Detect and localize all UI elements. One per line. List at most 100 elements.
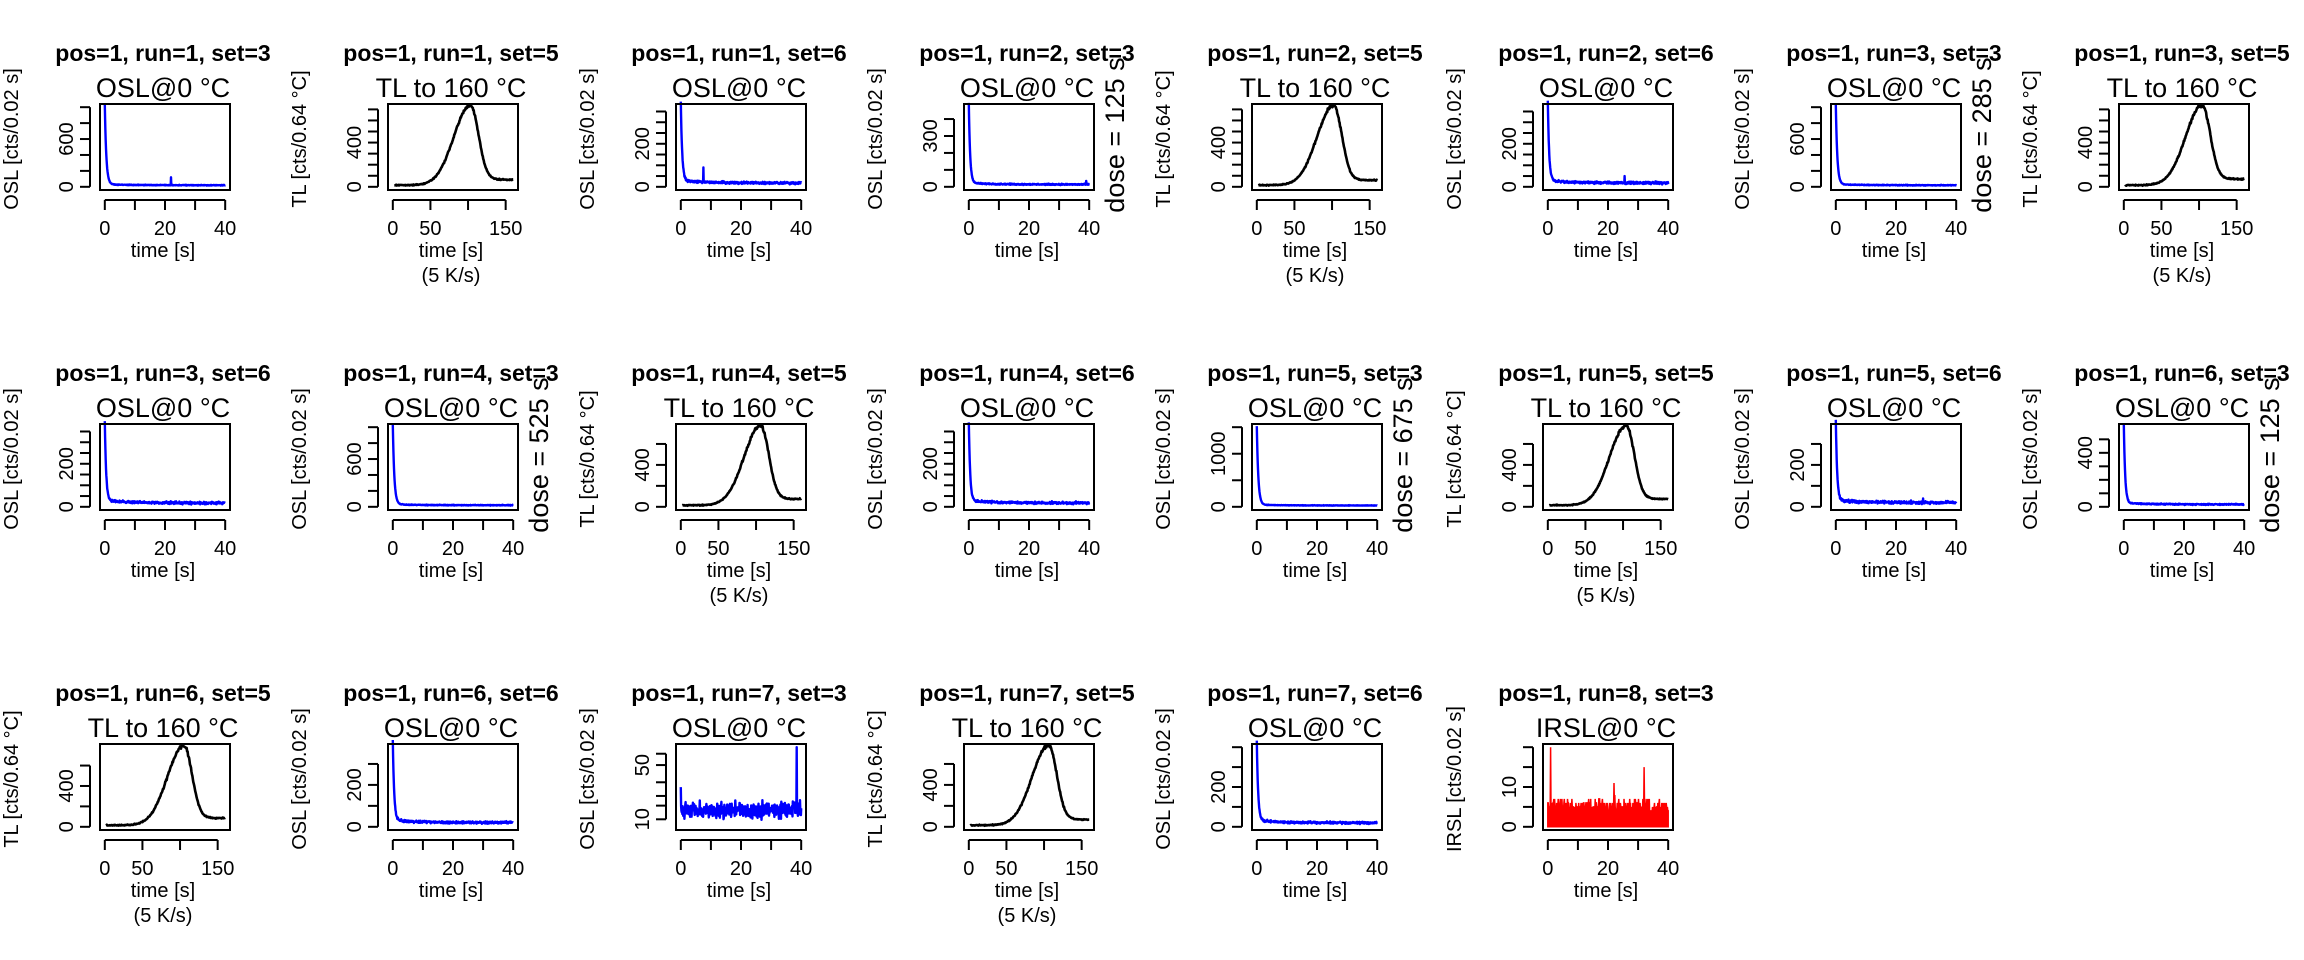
panel-title: pos=1, run=3, set=5 bbox=[2074, 40, 2290, 66]
panel-title: pos=1, run=5, set=6 bbox=[1786, 360, 2001, 386]
y-axis-label: TL [cts/0.64 °C] bbox=[1, 710, 23, 847]
x-tick-label: 50 bbox=[1283, 218, 1305, 240]
x-tick-label: 20 bbox=[1885, 538, 1907, 560]
x-tick-label: 20 bbox=[2173, 538, 2195, 560]
panel: pos=1, run=1, set=6 OSL@0 °C 0 200 0 20 40 time… bbox=[577, 40, 847, 262]
x-tick-label: 0 bbox=[1542, 538, 1553, 560]
x-axis-label: time [s] bbox=[419, 560, 483, 582]
panel: pos=1, run=4, set=5 TL to 160 °C 0 400 0 50 15… bbox=[577, 360, 847, 607]
y-axis-label: TL [cts/0.64 °C] bbox=[1444, 390, 1466, 527]
x-tick-label: 150 bbox=[1644, 538, 1677, 560]
plot-frame bbox=[387, 103, 519, 191]
panel: pos=1, run=2, set=3 OSL@0 °C 0 300 0 20 40 time… bbox=[865, 40, 1135, 262]
y-tick-label: 0 bbox=[920, 501, 942, 512]
x-axis-sublabel: (5 K/s) bbox=[134, 905, 193, 927]
osl-decay-curve bbox=[103, 104, 227, 187]
x-axis-sublabel: (5 K/s) bbox=[1286, 265, 1345, 287]
x-axis-label: time [s] bbox=[1574, 880, 1638, 902]
x-axis-label: time [s] bbox=[1862, 560, 1926, 582]
x-tick-label: 150 bbox=[2220, 218, 2253, 240]
y-axis-label: OSL [cts/0.02 s] bbox=[577, 68, 599, 210]
y-axis-label: OSL [cts/0.02 s] bbox=[289, 388, 311, 530]
x-axis-sublabel: (5 K/s) bbox=[1577, 585, 1636, 607]
dose-label: dose = 675 s bbox=[1388, 377, 1418, 532]
osl-decay-curve bbox=[391, 739, 515, 825]
plot-frame bbox=[2118, 423, 2250, 511]
y-tick-label: 200 bbox=[1208, 770, 1230, 803]
osl-decay-curve bbox=[679, 746, 803, 821]
y-tick-label: 400 bbox=[2075, 436, 2097, 469]
panel: pos=1, run=5, set=5 TL to 160 °C 0 400 0 50 15… bbox=[1444, 360, 1714, 607]
plot-frame bbox=[1542, 423, 1674, 511]
y-tick-label: 0 bbox=[344, 181, 366, 192]
panel-title: pos=1, run=7, set=5 bbox=[919, 680, 1135, 706]
y-tick-label: 0 bbox=[56, 181, 78, 192]
osl-decay-curve bbox=[103, 421, 227, 506]
curve-type-label: OSL@0 °C bbox=[672, 713, 806, 743]
curve-type-label: OSL@0 °C bbox=[1248, 393, 1382, 423]
y-axis-label: TL [cts/0.64 °C] bbox=[2020, 70, 2042, 207]
y-tick-label: 600 bbox=[344, 442, 366, 475]
panel-title: pos=1, run=6, set=6 bbox=[343, 680, 558, 706]
y-tick-label: 0 bbox=[2075, 181, 2097, 192]
y-tick-label: 400 bbox=[920, 768, 942, 801]
curve-type-label: OSL@0 °C bbox=[384, 713, 518, 743]
panel-title: pos=1, run=6, set=5 bbox=[55, 680, 271, 706]
x-axis-sublabel: (5 K/s) bbox=[2153, 265, 2212, 287]
panel-title: pos=1, run=2, set=6 bbox=[1498, 40, 1713, 66]
x-tick-label: 0 bbox=[99, 858, 110, 880]
plot-frame bbox=[387, 423, 519, 511]
panel: pos=1, run=2, set=5 TL to 160 °C 0 400 0 50 15… bbox=[1153, 40, 1423, 287]
dose-label: dose = 525 s bbox=[524, 377, 554, 532]
y-axis-label: TL [cts/0.64 °C] bbox=[1153, 70, 1175, 207]
y-axis-label: OSL [cts/0.02 s] bbox=[1153, 388, 1175, 530]
x-axis-sublabel: (5 K/s) bbox=[422, 265, 481, 287]
x-tick-label: 20 bbox=[1597, 218, 1619, 240]
x-tick-label: 150 bbox=[201, 858, 234, 880]
x-axis-label: time [s] bbox=[131, 240, 195, 262]
curve-type-label: OSL@0 °C bbox=[384, 393, 518, 423]
y-axis-label: OSL [cts/0.02 s] bbox=[1153, 708, 1175, 850]
y-tick-label: 400 bbox=[56, 769, 78, 802]
panel-title: pos=1, run=1, set=6 bbox=[631, 40, 846, 66]
x-tick-label: 20 bbox=[1597, 858, 1619, 880]
x-tick-label: 20 bbox=[730, 218, 752, 240]
x-axis-label: time [s] bbox=[1283, 880, 1347, 902]
x-tick-label: 150 bbox=[1353, 218, 1386, 240]
x-axis-label: time [s] bbox=[131, 560, 195, 582]
y-tick-label: 10 bbox=[1499, 776, 1521, 798]
plot-frame bbox=[675, 103, 807, 191]
y-tick-label: 0 bbox=[1208, 821, 1230, 832]
x-tick-label: 20 bbox=[1018, 538, 1040, 560]
x-tick-label: 0 bbox=[1830, 218, 1841, 240]
y-tick-label: 10 bbox=[632, 808, 654, 830]
y-tick-label: 0 bbox=[1499, 501, 1521, 512]
x-tick-label: 40 bbox=[214, 218, 236, 240]
panel: pos=1, run=2, set=6 OSL@0 °C 0 200 0 20 40 time… bbox=[1444, 40, 1714, 262]
plot-frame bbox=[1830, 423, 1962, 511]
panel: pos=1, run=3, set=3 OSL@0 °C 0 600 0 20 40 time… bbox=[1732, 40, 2002, 262]
curve-type-label: OSL@0 °C bbox=[96, 73, 230, 103]
panel: pos=1, run=7, set=5 TL to 160 °C 0 400 0 50 15… bbox=[865, 680, 1135, 927]
plot-frame bbox=[2118, 103, 2250, 191]
y-tick-label: 0 bbox=[1787, 181, 1809, 192]
curve-type-label: OSL@0 °C bbox=[1539, 73, 1673, 103]
y-tick-label: 200 bbox=[56, 447, 78, 480]
x-tick-label: 20 bbox=[442, 538, 464, 560]
dose-label: dose = 285 s bbox=[1967, 57, 1997, 212]
x-tick-label: 20 bbox=[154, 538, 176, 560]
x-tick-label: 0 bbox=[1830, 538, 1841, 560]
x-axis-label: time [s] bbox=[1574, 240, 1638, 262]
y-tick-label: 0 bbox=[344, 501, 366, 512]
plot-frame bbox=[99, 103, 231, 191]
x-axis-label: time [s] bbox=[1574, 560, 1638, 582]
osl-decay-curve bbox=[1834, 419, 1958, 506]
panel: pos=1, run=8, set=3 IRSL@0 °C 0 10 0 20 40 time… bbox=[1444, 680, 1714, 902]
osl-decay-curve bbox=[1255, 426, 1379, 507]
y-tick-label: 0 bbox=[920, 181, 942, 192]
panel-title: pos=1, run=2, set=3 bbox=[919, 40, 1134, 66]
panel: pos=1, run=6, set=3 OSL@0 °C 0 400 0 20 40 time… bbox=[2020, 360, 2290, 582]
plot-frame bbox=[99, 743, 231, 831]
x-tick-label: 40 bbox=[1945, 538, 1967, 560]
x-axis-sublabel: (5 K/s) bbox=[710, 585, 769, 607]
